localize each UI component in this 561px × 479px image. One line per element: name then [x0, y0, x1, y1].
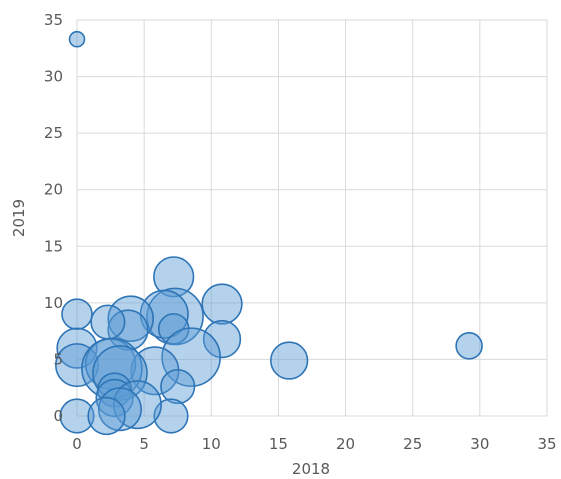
data-bubble [270, 341, 309, 380]
data-bubble [201, 283, 243, 325]
x-tick-label: 30 [470, 435, 489, 453]
data-bubble [68, 30, 86, 48]
x-tick-label: 35 [537, 435, 556, 453]
data-bubble [455, 332, 483, 360]
gridlines [76, 19, 548, 417]
x-tick-label: 0 [72, 435, 82, 453]
y-tick-label: 10 [44, 294, 63, 312]
y-tick-label: 35 [44, 11, 63, 29]
data-bubble [90, 304, 126, 340]
data-bubble [160, 369, 196, 405]
data-bubble [107, 295, 155, 342]
data-bubble [153, 256, 195, 298]
y-tick-label: 5 [53, 350, 63, 368]
data-bubble [161, 327, 221, 388]
y-axis-title: 2019 [10, 199, 28, 237]
y-tick-label: 15 [44, 237, 63, 255]
y-tick-label: 30 [44, 68, 63, 86]
data-bubble [202, 319, 242, 359]
data-bubble [61, 298, 93, 330]
x-tick-label: 15 [269, 435, 288, 453]
axis-ticks: 0 5 10 15 20 25 30 35 0 5 10 15 20 25 30 35 [44, 11, 557, 453]
data-bubble [153, 398, 189, 434]
data-bubble [92, 345, 148, 401]
data-bubble [87, 396, 126, 436]
y-tick-label: 25 [44, 124, 63, 142]
y-tick-label: 0 [53, 407, 63, 425]
x-axis-title: 2018 [292, 460, 330, 478]
x-tick-label: 20 [336, 435, 355, 453]
bubble-series [54, 30, 483, 436]
y-tick-label: 20 [44, 181, 63, 199]
x-tick-label: 5 [139, 435, 149, 453]
data-bubble [59, 398, 95, 434]
x-tick-label: 25 [403, 435, 422, 453]
x-tick-label: 10 [202, 435, 221, 453]
